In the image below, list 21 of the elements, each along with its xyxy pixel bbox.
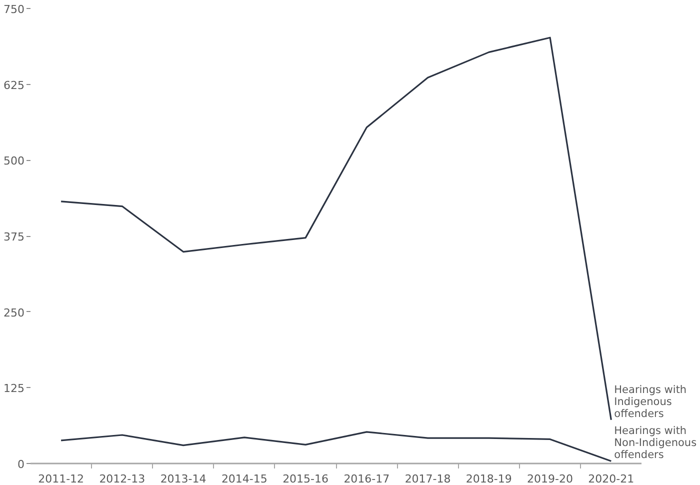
series-label: Hearings with Non-Indigenous offenders [614, 425, 697, 462]
line-series [60, 431, 612, 462]
x-tick-label: 2011-12 [38, 472, 84, 485]
x-tick-label: 2017-18 [404, 472, 451, 485]
x-tick-label: 2013-14 [160, 472, 206, 485]
y-tick-label: 625 [4, 78, 25, 92]
series-label: Hearings with Indigenous offenders [614, 384, 687, 420]
x-tick-label: 2018-19 [466, 472, 512, 485]
x-tick-label: 2020-21 [588, 472, 634, 485]
y-tick-label: 750 [4, 3, 25, 16]
y-tick-label: 375 [4, 230, 25, 244]
line-series [60, 36, 612, 421]
x-tick-label: 2016-17 [344, 472, 390, 485]
y-tick-label: 500 [4, 154, 25, 168]
y-tick-label: 250 [4, 306, 25, 320]
x-tick-label: 2014-15 [221, 472, 268, 485]
y-tick-label: 125 [4, 382, 25, 396]
x-tick-label: 2012-13 [99, 472, 146, 485]
y-tick-label: 0 [18, 458, 24, 471]
x-tick-label: 2019-20 [527, 472, 574, 485]
x-tick-label: 2015-16 [282, 472, 329, 485]
